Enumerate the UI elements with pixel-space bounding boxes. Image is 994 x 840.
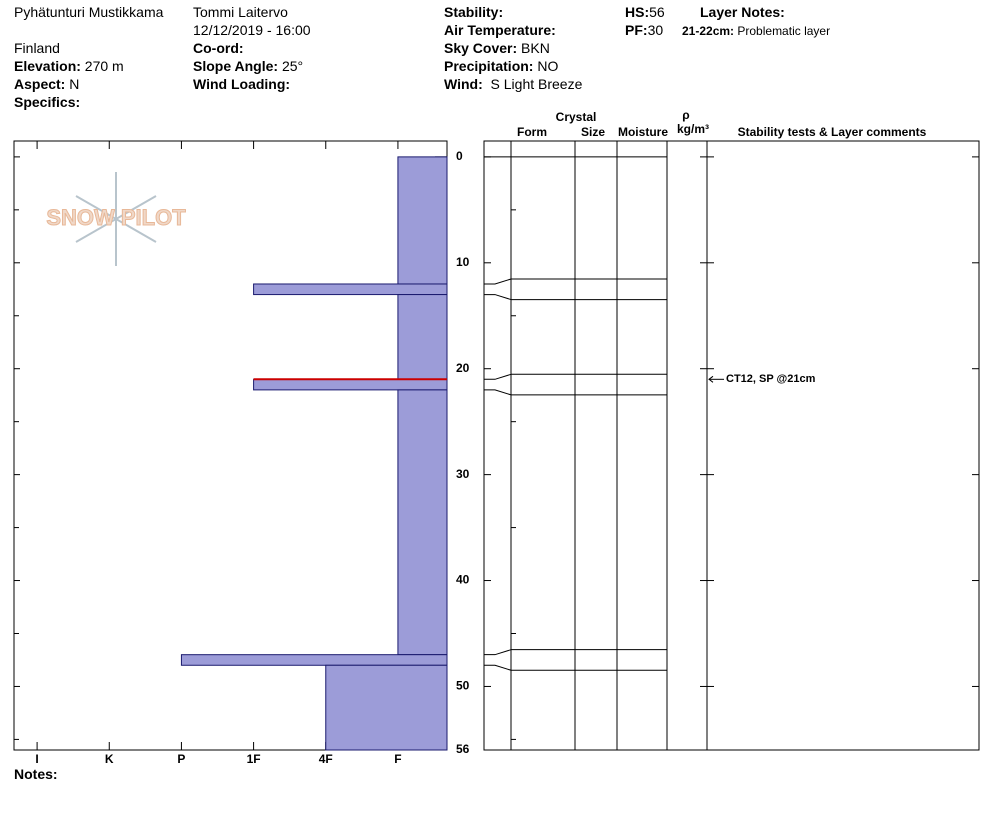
notes-label: Notes: [14,766,58,782]
field: Wind: S Light Breeze [444,76,582,92]
connector [484,278,512,285]
layer-bar [325,664,448,751]
field: HS:56 [625,4,665,20]
site: Pyhätunturi Mustikkama [14,4,164,20]
label: Air Temperature: [444,22,556,38]
y-tick-label: 20 [456,361,470,375]
value: S Light Breeze [490,76,583,92]
logo-text: SNOW PILOT [46,205,186,230]
x-tick-label: 1F [247,752,261,766]
column-header: Moisture [618,125,668,139]
field: PF:30 [625,22,663,38]
column-header: Form [517,125,547,139]
field: Precipitation: NO [444,58,558,74]
logo [75,172,157,266]
label: Slope Angle: [193,58,279,74]
field: Aspect: N [14,76,79,92]
connector [484,373,512,380]
column-lines [510,141,708,750]
comment: CT12, SP @21cm [726,373,816,385]
x-tick-label: 4F [319,752,333,766]
y-tick-label: 56 [456,742,470,756]
layer-bar [397,156,448,285]
column-header: Size [581,125,605,139]
table-frame [483,140,980,751]
value: N [69,76,80,92]
x-tick-label: F [394,752,401,766]
x-tick-label: P [177,752,185,766]
arrow-head [708,375,714,383]
layer-bar [180,654,448,666]
field: Sky Cover: BKN [444,40,550,56]
label: Aspect: [14,76,66,92]
y-tick-label: 10 [456,255,470,269]
datetime: 12/12/2019 - 16:00 [193,22,311,38]
country: Finland [14,40,60,56]
y-tick-label: 30 [456,467,470,481]
layer-bar [253,283,448,296]
y-tick-label: 40 [456,573,470,587]
column-header: kg/m³ [677,122,709,136]
label: Wind: [444,76,483,92]
connector [484,294,512,301]
value: NO [537,58,559,74]
field: Elevation: 270 m [14,58,124,74]
label: Co-ord: [193,40,244,56]
field: 21-22cm: Problematic layer [682,23,830,39]
label: PF: [625,22,648,38]
label: Specifics: [14,94,81,110]
value: 25° [281,58,304,74]
connector [484,389,512,396]
label: Precipitation: [444,58,534,74]
value: BKN [521,40,550,56]
layer-bar [253,378,448,391]
label: 21-22cm: [682,24,735,38]
field: Slope Angle: 25° [193,58,303,74]
x-tick-label: I [35,752,38,766]
connector [484,649,512,656]
value: 30 [647,22,664,38]
value: Problematic layer [737,24,831,38]
label: Sky Cover: [444,40,518,56]
value: 56 [649,4,665,20]
connector [484,664,512,671]
y-tick-label: 50 [456,679,470,693]
label: Wind Loading: [193,76,291,92]
label: Elevation: [14,58,81,74]
label: Stability: [444,4,504,20]
x-tick-label: K [105,752,114,766]
column-header: Stability tests & Layer comments [738,125,927,139]
y-tick-label: 0 [456,149,463,163]
observer: Tommi Laitervo [193,4,288,20]
layer-bar [397,294,448,380]
value: 270 m [84,58,124,74]
label: HS: [625,4,650,20]
column-header: ρ [682,108,689,122]
label: Layer Notes: [700,4,785,20]
layer-bar [397,389,448,656]
column-header: Crystal [556,110,597,124]
